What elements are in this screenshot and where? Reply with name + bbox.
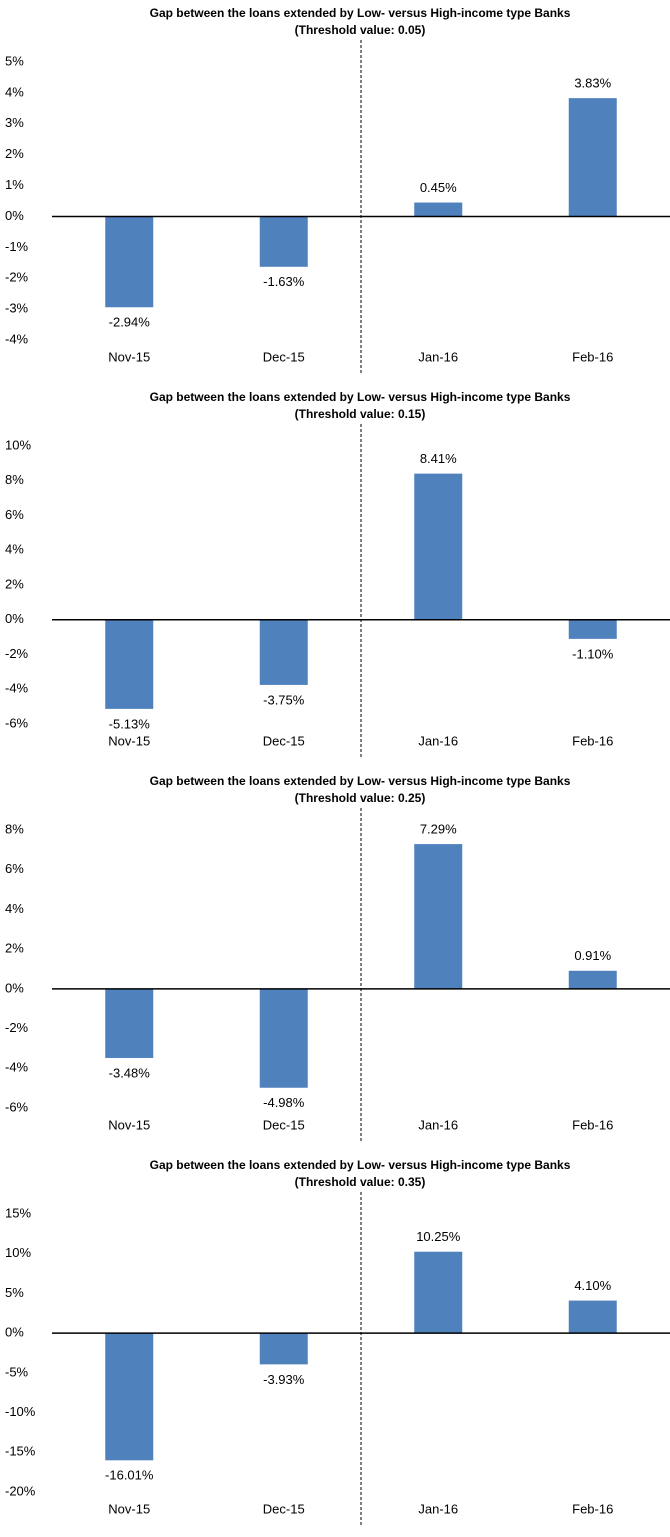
x-tick-label: Jan-16	[418, 1501, 458, 1516]
bar	[105, 619, 154, 709]
x-tick-label: Jan-16	[418, 349, 458, 364]
x-tick-label: Nov-15	[108, 1117, 150, 1132]
value-label: -3.93%	[263, 1372, 305, 1387]
x-tick-label: Dec-15	[263, 349, 305, 364]
y-tick-label: 2%	[5, 941, 24, 956]
value-label: 7.29%	[420, 822, 457, 837]
bar	[105, 216, 154, 308]
y-tick-label: -15%	[5, 1444, 36, 1459]
bar	[259, 619, 308, 685]
x-tick-label: Feb-16	[572, 349, 613, 364]
x-tick-label: Dec-15	[263, 733, 305, 748]
bar	[414, 1251, 463, 1334]
value-label: -3.48%	[109, 1065, 151, 1080]
chart-subtitle: (Threshold value: 0.35)	[295, 1175, 426, 1189]
y-tick-label: 0%	[5, 1325, 24, 1340]
bar	[414, 473, 463, 620]
y-tick-label: 8%	[5, 821, 24, 836]
x-tick-label: Jan-16	[418, 1117, 458, 1132]
y-tick-label: 0%	[5, 208, 24, 223]
bar	[414, 202, 463, 217]
y-tick-label: 0%	[5, 980, 24, 995]
value-label: 0.91%	[574, 948, 611, 963]
value-label: 3.83%	[574, 76, 611, 91]
x-tick-label: Feb-16	[572, 733, 613, 748]
x-tick-label: Nov-15	[108, 1501, 150, 1516]
x-tick-label: Dec-15	[263, 1501, 305, 1516]
x-tick-label: Nov-15	[108, 733, 150, 748]
y-tick-label: 3%	[5, 115, 24, 130]
x-tick-label: Jan-16	[418, 733, 458, 748]
bar	[259, 1333, 308, 1365]
chart-subtitle: (Threshold value: 0.15)	[295, 407, 426, 421]
y-tick-label: -2%	[5, 1020, 29, 1035]
y-tick-label: 6%	[5, 507, 24, 522]
value-label: -3.75%	[263, 692, 305, 707]
bar	[568, 1300, 617, 1334]
y-tick-label: 15%	[5, 1205, 31, 1220]
y-tick-label: 5%	[5, 53, 24, 68]
y-tick-label: 2%	[5, 576, 24, 591]
value-label: -4.98%	[263, 1095, 305, 1110]
y-tick-label: -2%	[5, 646, 29, 661]
y-tick-label: -6%	[5, 1099, 29, 1114]
y-tick-label: -4%	[5, 331, 29, 346]
y-tick-label: 10%	[5, 437, 31, 452]
bar	[568, 970, 617, 989]
y-tick-label: -20%	[5, 1483, 36, 1498]
y-tick-label: 4%	[5, 901, 24, 916]
chart-title: Gap between the loans extended by Low- v…	[150, 390, 571, 404]
chart-title: Gap between the loans extended by Low- v…	[150, 6, 571, 20]
bar	[105, 1333, 154, 1461]
x-tick-label: Dec-15	[263, 1117, 305, 1132]
y-tick-label: -5%	[5, 1364, 29, 1379]
value-label: 4.10%	[574, 1278, 611, 1293]
y-tick-label: -4%	[5, 681, 29, 696]
y-tick-label: 4%	[5, 84, 24, 99]
value-label: 10.25%	[416, 1229, 461, 1244]
y-tick-label: -4%	[5, 1060, 29, 1075]
y-tick-label: 8%	[5, 472, 24, 487]
bar	[259, 216, 308, 267]
y-tick-label: -2%	[5, 270, 29, 285]
chart-subtitle: (Threshold value: 0.05)	[295, 23, 426, 37]
bar	[105, 988, 154, 1058]
bar	[414, 844, 463, 989]
y-tick-label: 2%	[5, 146, 24, 161]
y-tick-label: 4%	[5, 542, 24, 557]
y-tick-label: -6%	[5, 715, 29, 730]
y-tick-label: -1%	[5, 239, 29, 254]
y-tick-label: 10%	[5, 1245, 31, 1260]
x-tick-label: Feb-16	[572, 1117, 613, 1132]
value-label: -1.10%	[572, 646, 614, 661]
chart-subtitle: (Threshold value: 0.25)	[295, 791, 426, 805]
bar	[568, 619, 617, 639]
y-tick-label: -10%	[5, 1404, 36, 1419]
value-label: -2.94%	[109, 315, 151, 330]
y-tick-label: 1%	[5, 177, 24, 192]
value-label: 8.41%	[420, 451, 457, 466]
y-tick-label: 6%	[5, 861, 24, 876]
value-label: -5.13%	[109, 716, 151, 731]
x-tick-label: Feb-16	[572, 1501, 613, 1516]
y-tick-label: 5%	[5, 1285, 24, 1300]
value-label: 0.45%	[420, 180, 457, 195]
chart-title: Gap between the loans extended by Low- v…	[150, 774, 571, 788]
y-tick-label: 0%	[5, 611, 24, 626]
value-label: -16.01%	[105, 1468, 154, 1483]
bar	[259, 988, 308, 1088]
bar	[568, 98, 617, 217]
x-tick-label: Nov-15	[108, 349, 150, 364]
value-label: -1.63%	[263, 274, 305, 289]
y-tick-label: -3%	[5, 301, 29, 316]
chart-title: Gap between the loans extended by Low- v…	[150, 1158, 571, 1172]
